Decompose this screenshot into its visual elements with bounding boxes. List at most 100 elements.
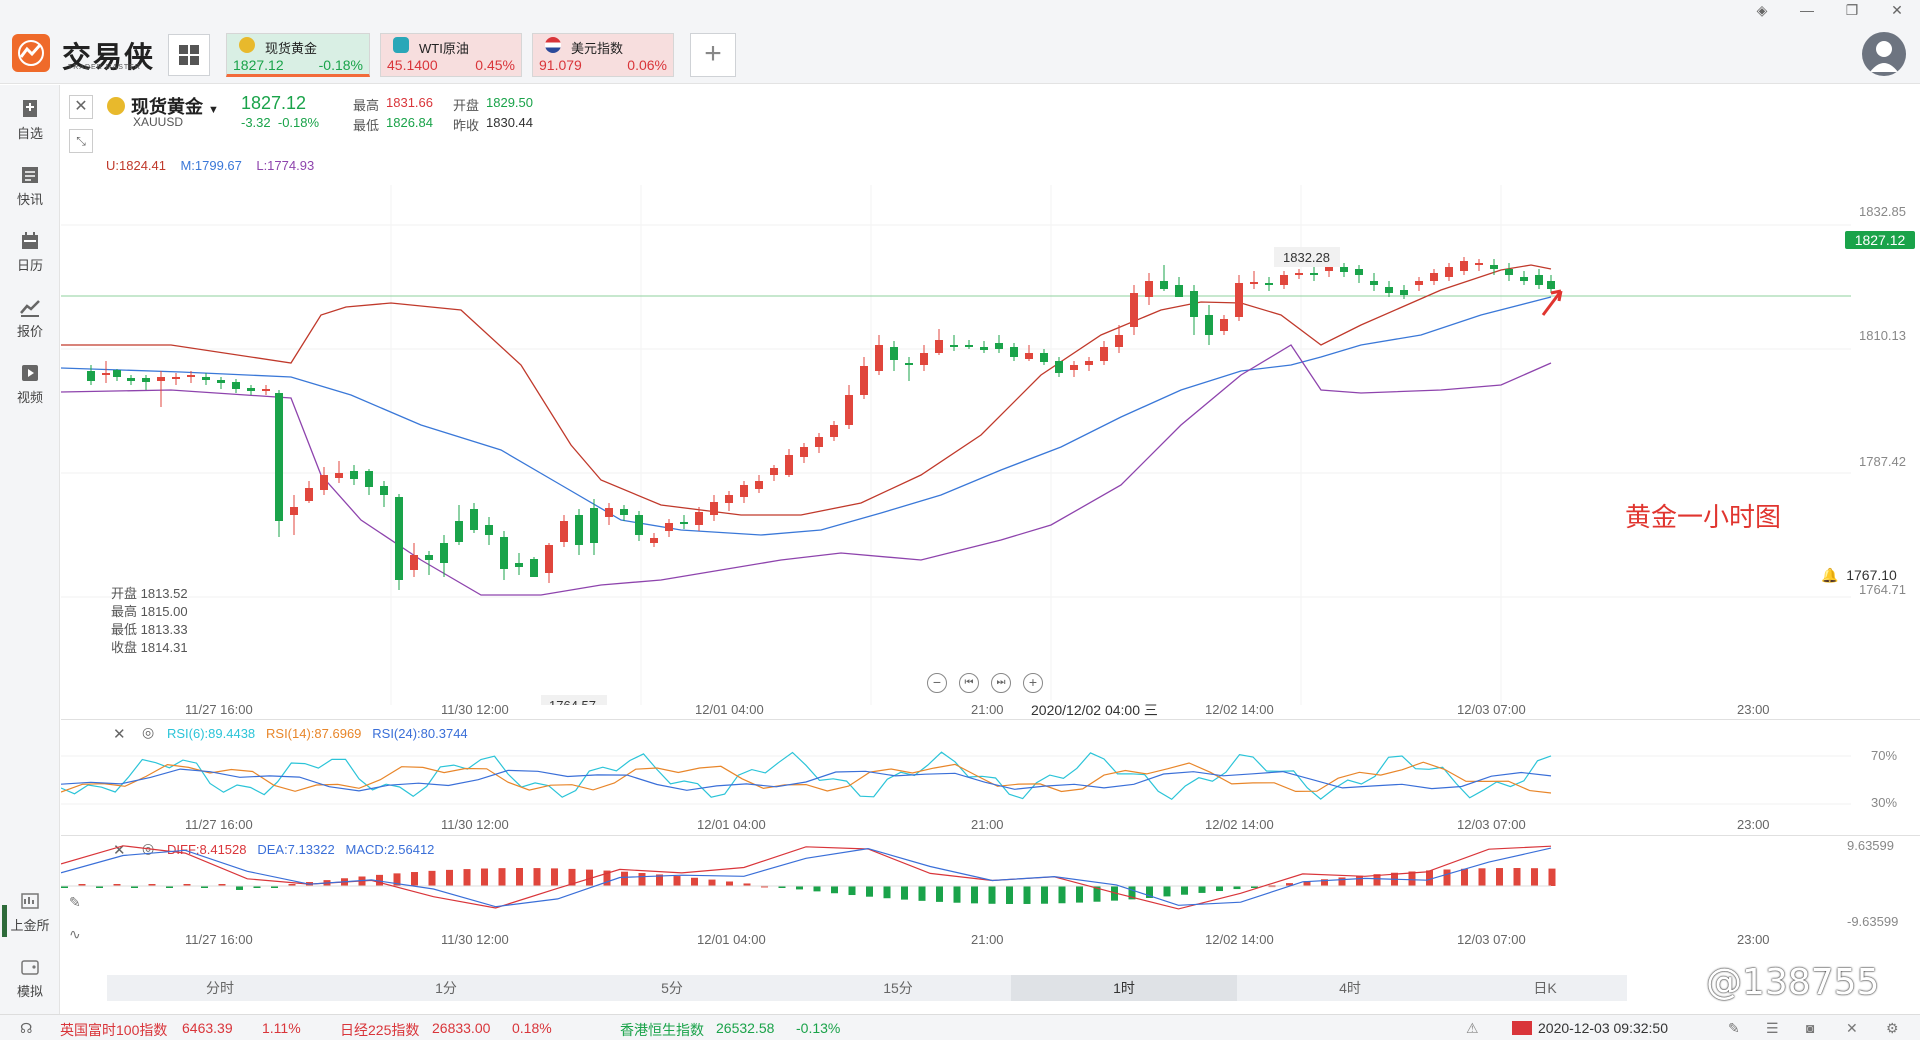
candle-body <box>485 525 493 535</box>
candle <box>920 345 928 371</box>
brand-subtitle: TRADER MASTER <box>68 64 141 71</box>
ftse-name[interactable]: 英国富时100指数 <box>60 1022 168 1038</box>
macd-bar <box>988 886 996 904</box>
macd-chart[interactable] <box>61 836 1920 976</box>
indicator-icon[interactable]: ∿ <box>69 926 81 942</box>
candle-body <box>860 366 868 395</box>
headset-icon[interactable]: ☊ <box>20 1020 33 1036</box>
candle <box>935 329 943 355</box>
bookmark-icon <box>23 100 37 117</box>
zoom-out-button[interactable]: − <box>927 673 947 693</box>
candle-body <box>650 538 658 543</box>
tab-wti-oil[interactable]: WTI原油 45.1400 0.45% <box>380 33 522 77</box>
candle-body <box>142 378 150 382</box>
candle <box>305 481 313 503</box>
macd-bar <box>778 886 786 888</box>
macd-bar <box>866 886 873 897</box>
rsi-chart[interactable] <box>61 720 1920 835</box>
alert-price-line[interactable]: 🔔 1767.10 <box>1821 567 1897 584</box>
rewind-button[interactable]: ⏮ <box>959 673 979 693</box>
trend-arrow-icon <box>1541 289 1563 316</box>
edit-icon[interactable]: ✎ <box>1728 1020 1740 1036</box>
candle-body <box>1190 291 1198 317</box>
macd-bar <box>953 886 961 903</box>
sidebar-item-watchlist[interactable]: 自选 <box>0 99 60 142</box>
add-tab-button[interactable]: + <box>690 33 736 77</box>
camera-icon[interactable]: ◙ <box>1806 1020 1815 1036</box>
candle-body <box>440 543 448 563</box>
datetime: 2020-12-03 09:32:50 <box>1538 1020 1668 1036</box>
close-chart-button[interactable]: ✕ <box>69 95 93 119</box>
candle-body <box>350 471 358 479</box>
candle <box>157 371 165 407</box>
tab-usd-index[interactable]: 美元指数 91.079 0.06% <box>532 33 674 77</box>
candle-body <box>187 375 195 377</box>
hsi-name[interactable]: 香港恒生指数 <box>620 1022 704 1038</box>
candle-body <box>1415 281 1423 285</box>
tab-spot-gold[interactable]: 现货黄金 1827.12 -0.18% <box>226 33 370 77</box>
time-tick: 11/27 16:00 <box>185 817 253 832</box>
period-tab[interactable]: 分时 <box>206 980 234 996</box>
collapse-icon[interactable]: ⤡ <box>69 129 93 153</box>
candle <box>1340 263 1348 277</box>
period-tab[interactable]: 1分 <box>435 980 457 996</box>
macd-bar <box>236 886 243 890</box>
tab-price: 1827.12 <box>233 57 284 73</box>
mute-icon[interactable]: ✕ <box>1846 1020 1858 1036</box>
forward-button[interactable]: ⏭ <box>991 673 1011 693</box>
current-price-tag: 1827.12 <box>1845 231 1915 249</box>
candlestick-chart[interactable]: 1832.28 1764.57 <box>61 185 1920 705</box>
candle <box>725 491 733 511</box>
ftse-value: 6463.39 <box>182 1020 233 1036</box>
list-icon[interactable]: ☰ <box>1766 1020 1779 1036</box>
close-icon[interactable]: ✕ <box>1891 2 1903 18</box>
candle <box>1100 341 1108 365</box>
close-rsi-button[interactable]: ✕ <box>113 726 126 743</box>
zoom-in-button[interactable]: + <box>1023 673 1043 693</box>
settings-icon[interactable]: ⚙ <box>1886 1020 1899 1036</box>
connection-icon[interactable]: ⚠ <box>1466 1020 1479 1036</box>
grid-menu-button[interactable] <box>168 34 210 76</box>
period-tab[interactable]: 4时 <box>1339 980 1361 996</box>
restore-icon[interactable]: ❐ <box>1845 2 1859 18</box>
settings-icon[interactable]: ◎ <box>142 724 155 740</box>
candle <box>1070 361 1078 377</box>
sidebar-item-sge[interactable]: 上金所 <box>0 891 60 934</box>
macd-bar <box>1496 868 1503 886</box>
symbol-name[interactable]: 现货黄金 ▼ <box>131 93 219 119</box>
settings-icon[interactable]: ◎ <box>142 840 155 856</box>
macd-panel: ✕ ◎ DIFF:8.41528 DEA:7.13322 MACD:2.5641… <box>61 835 1920 975</box>
skin-icon[interactable]: ◈ <box>1756 2 1768 18</box>
gold-coin-icon <box>239 37 255 53</box>
time-tick: 23:00 <box>1737 702 1770 717</box>
rsi14-label: RSI(14):87.6969 <box>266 726 362 741</box>
candle <box>575 509 583 555</box>
candle <box>440 535 448 577</box>
candle <box>890 341 898 371</box>
time-tick: 12/02 14:00 <box>1205 702 1274 717</box>
exchange-icon <box>21 893 39 909</box>
chart-area: ✕ ⤡ 现货黄金 ▼ XAUUSD 1827.12 -3.32 -0.18% 最… <box>61 85 1920 1014</box>
period-tab[interactable]: 15分 <box>883 980 913 996</box>
candle-body <box>410 555 418 570</box>
candle-body <box>425 555 433 560</box>
nikkei-name[interactable]: 日经225指数 <box>340 1022 420 1038</box>
sidebar-item-quotes[interactable]: 报价 <box>0 297 60 340</box>
candle-body <box>305 488 313 501</box>
grid-icon <box>179 45 199 65</box>
candle-body <box>275 393 283 521</box>
period-tab[interactable]: 5分 <box>661 980 683 996</box>
sidebar-item-calendar[interactable]: 日历 <box>0 231 60 274</box>
sidebar-item-demo[interactable]: 模拟 <box>0 957 60 1000</box>
candle <box>1415 277 1423 291</box>
period-tab-active[interactable]: 1时 <box>1011 975 1237 1001</box>
pencil-icon[interactable]: ✎ <box>69 894 81 910</box>
candle-body <box>1265 283 1273 285</box>
avatar[interactable] <box>1862 32 1906 76</box>
news-icon <box>22 167 38 183</box>
sidebar-item-video[interactable]: 视频 <box>0 363 60 406</box>
candle <box>485 517 493 545</box>
sidebar-item-news[interactable]: 快讯 <box>0 165 60 208</box>
minimize-icon[interactable]: — <box>1800 2 1814 18</box>
period-tab[interactable]: 日K <box>1533 980 1557 996</box>
